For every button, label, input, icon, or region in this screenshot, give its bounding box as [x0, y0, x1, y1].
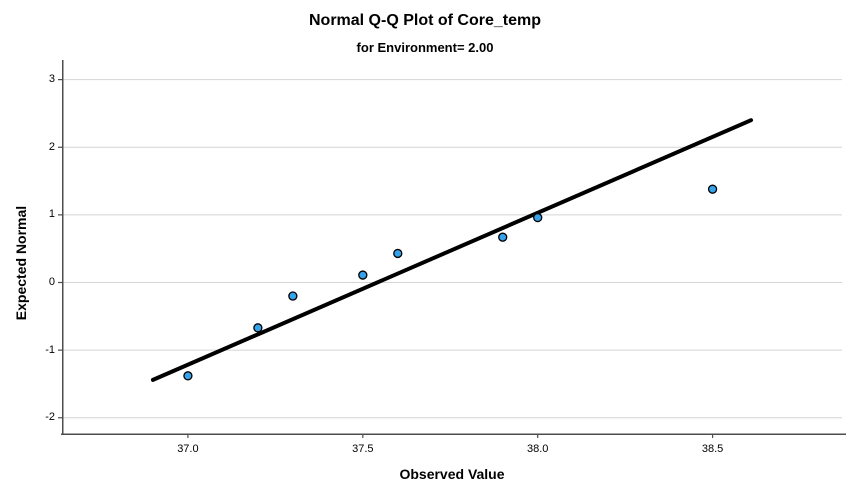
- data-point: [533, 212, 543, 223]
- y-tick-label: 1: [48, 208, 55, 221]
- y-axis-title: Expected Normal: [13, 205, 29, 321]
- data-point: [288, 291, 298, 301]
- data-point: [707, 184, 718, 194]
- x-tick-label: 37.0: [177, 443, 199, 455]
- chart-title: Normal Q-Q Plot of Core_temp: [308, 12, 542, 29]
- chart-subtitle: for Environment= 2.00: [356, 40, 494, 55]
- x-tick-label: 38.0: [526, 443, 549, 455]
- y-tick-label: 0: [48, 276, 55, 288]
- x-tick-label: 37.5: [352, 443, 374, 455]
- y-tick-label: 2: [48, 140, 55, 153]
- y-tick-label: 3: [48, 73, 55, 86]
- data-point: [253, 323, 263, 333]
- x-axis-title: Observed Value: [399, 466, 505, 482]
- qq-fit-line: [150, 118, 754, 382]
- data-point: [393, 248, 403, 259]
- data-point: [498, 232, 508, 242]
- x-tick-label: 38.5: [701, 443, 724, 455]
- y-tick-label: -2: [45, 411, 55, 424]
- plot-area: [58, 60, 846, 438]
- data-point: [358, 270, 368, 280]
- data-point: [183, 371, 193, 381]
- y-tick-label: -1: [45, 343, 55, 356]
